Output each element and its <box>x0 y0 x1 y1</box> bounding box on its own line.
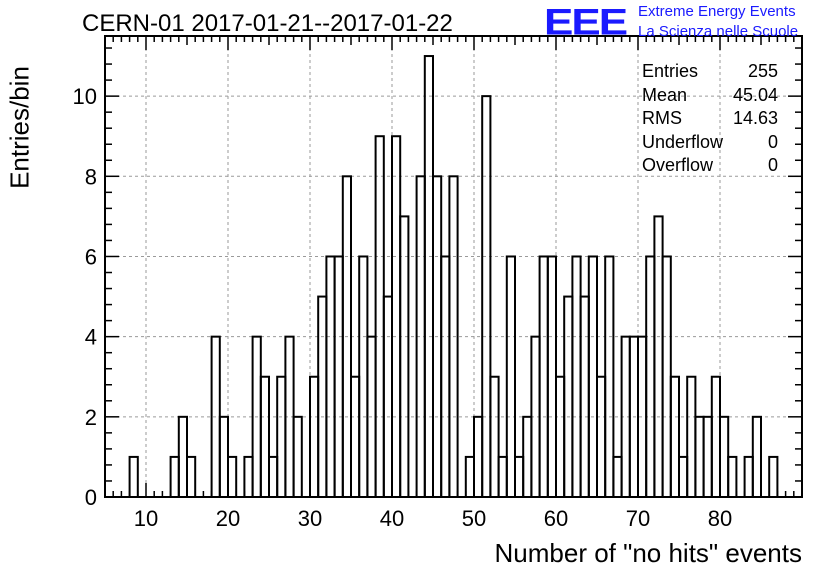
histogram-bin <box>473 415 484 498</box>
histogram-bin <box>350 375 361 499</box>
stat-value: 0 <box>767 131 778 152</box>
plot-frame <box>104 35 803 498</box>
x-tick-label: 20 <box>216 506 240 531</box>
x-tick-label: 70 <box>626 506 650 531</box>
histogram-bin <box>538 255 549 499</box>
stat-label: Mean <box>642 84 688 105</box>
stat-label: RMS <box>642 108 682 128</box>
stat-value: 14.63 <box>732 108 778 128</box>
histogram-bin <box>358 255 369 499</box>
y-tick-label: 6 <box>85 244 97 269</box>
histogram-bin <box>481 95 492 498</box>
x-tick-label: 10 <box>134 506 158 531</box>
y-axis-label: Entries/bin <box>4 66 35 189</box>
histogram-bin <box>710 375 721 499</box>
logo-line-1: Extreme Energy Events <box>638 3 796 20</box>
eee-logo: EEE <box>544 1 628 44</box>
x-axis-label: Number of "no hits" events <box>494 538 803 568</box>
x-tick-label: 80 <box>708 506 732 531</box>
histogram-bin <box>653 215 664 499</box>
histogram-bin <box>571 255 582 499</box>
histogram-bin <box>612 455 623 499</box>
histogram-bin <box>325 255 336 499</box>
histogram-bin <box>604 255 615 499</box>
histogram-bin <box>489 375 500 499</box>
x-tick-label: 50 <box>462 506 486 531</box>
y-tick-label: 8 <box>85 164 97 189</box>
histogram-bin <box>276 375 287 499</box>
x-tick-label: 30 <box>298 506 322 531</box>
x-tick-label: 40 <box>380 506 404 531</box>
stat-mean: Mean 45.04 <box>642 84 778 108</box>
histogram-bin <box>661 255 672 499</box>
histogram-bin <box>702 415 713 498</box>
logo-line-2: La Scienza nelle Scuole <box>638 23 799 40</box>
histogram-bin <box>464 455 475 499</box>
stat-label: Underflow <box>642 131 724 152</box>
y-tick-label: 4 <box>85 325 97 350</box>
histogram-bin <box>563 295 574 498</box>
histogram-bin <box>694 415 705 498</box>
tick-labels: 10 20 30 40 50 60 70 80 0 2 4 6 8 10 <box>73 84 733 531</box>
x-tick-label: 60 <box>544 506 568 531</box>
histogram-bin <box>399 215 410 499</box>
axis-ticks <box>104 36 803 498</box>
histogram-bin <box>719 415 730 498</box>
histogram-bin <box>768 455 779 499</box>
stat-entries: Entries 255 <box>642 60 778 84</box>
histogram-bin <box>333 255 344 499</box>
stat-value: 0 <box>767 155 778 175</box>
y-tick-label: 10 <box>73 84 97 109</box>
histogram-bin <box>423 55 434 498</box>
stat-underflow: Underflow 0 <box>642 131 778 155</box>
histogram-bin <box>669 375 680 499</box>
stat-value: 45.04 <box>732 84 778 105</box>
histogram-bin <box>497 455 508 499</box>
histogram-bin <box>514 455 525 499</box>
histogram-bin <box>292 415 303 498</box>
histogram-bin <box>268 455 279 499</box>
stat-label: Entries <box>642 61 699 81</box>
histogram-bin <box>128 455 139 499</box>
histogram-bin <box>596 375 607 499</box>
histogram-bin <box>546 255 557 499</box>
histogram-bin <box>678 455 689 499</box>
histogram-bin <box>505 255 516 499</box>
histogram-bin <box>645 255 656 499</box>
histogram-bin <box>743 455 754 499</box>
stat-rms: RMS 14.63 <box>642 107 778 131</box>
histogram-bin <box>751 415 762 498</box>
histogram-bin <box>374 135 385 499</box>
histogram-bin <box>169 455 180 499</box>
histogram-bin <box>259 375 270 499</box>
axes-frame <box>104 35 803 498</box>
y-tick-label: 2 <box>85 405 97 430</box>
histogram-bin <box>522 415 533 498</box>
stat-overflow: Overflow 0 <box>642 154 778 178</box>
histogram-bin <box>186 455 197 499</box>
histogram-bin <box>317 295 328 498</box>
histogram-bin <box>555 375 566 499</box>
histogram-bin <box>440 255 451 499</box>
y-tick-label: 0 <box>85 485 97 510</box>
histogram-bin <box>218 415 230 498</box>
histogram-bin <box>579 295 590 498</box>
stat-label: Overflow <box>642 155 714 175</box>
histogram-bin <box>391 135 402 499</box>
chart-title: CERN-01 2017-01-21--2017-01-22 <box>82 10 453 37</box>
histogram-bin <box>686 375 697 499</box>
histogram-bin <box>587 255 598 499</box>
histogram-bin <box>309 375 320 499</box>
histogram-bin <box>727 455 738 499</box>
histogram-bin <box>177 415 189 498</box>
histogram-bin <box>382 295 393 498</box>
histogram-bin <box>243 455 254 499</box>
stats-box: Entries 255 Mean 45.04 RMS 14.63 Underfl… <box>642 60 778 178</box>
stat-value: 255 <box>747 61 778 81</box>
histogram-bin <box>227 455 238 499</box>
